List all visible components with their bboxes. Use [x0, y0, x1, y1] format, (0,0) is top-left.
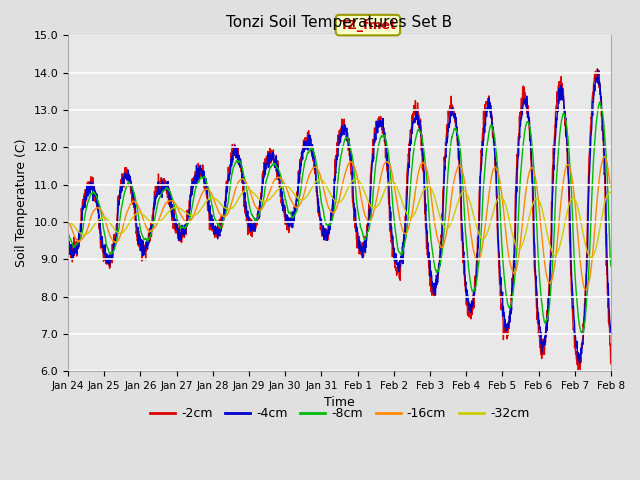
-4cm — [92, 190, 100, 196]
-8cm — [492, 143, 499, 149]
Line: -2cm: -2cm — [68, 69, 611, 372]
-32cm — [64, 219, 72, 225]
Line: -4cm: -4cm — [68, 70, 611, 363]
Line: -16cm: -16cm — [68, 156, 611, 290]
-2cm — [593, 66, 601, 72]
-4cm — [594, 67, 602, 72]
-4cm — [575, 360, 583, 366]
-8cm — [328, 218, 336, 224]
-8cm — [64, 231, 72, 237]
-2cm — [591, 74, 599, 80]
-8cm — [578, 331, 586, 337]
-16cm — [92, 206, 100, 212]
Title: Tonzi Soil Temperatures Set B: Tonzi Soil Temperatures Set B — [227, 15, 452, 30]
-32cm — [592, 246, 600, 252]
-2cm — [64, 246, 72, 252]
Legend: -2cm, -4cm, -8cm, -16cm, -32cm: -2cm, -4cm, -8cm, -16cm, -32cm — [145, 402, 534, 425]
-2cm — [492, 169, 499, 175]
X-axis label: Time: Time — [324, 396, 355, 409]
-16cm — [492, 165, 499, 170]
-16cm — [607, 184, 615, 190]
-16cm — [64, 219, 72, 225]
-4cm — [314, 192, 321, 198]
-4cm — [64, 244, 72, 250]
-4cm — [591, 81, 599, 86]
-4cm — [607, 331, 615, 337]
-2cm — [92, 194, 100, 200]
-8cm — [591, 130, 599, 135]
-2cm — [575, 369, 582, 374]
-2cm — [591, 69, 599, 74]
-32cm — [352, 176, 360, 182]
-16cm — [591, 221, 599, 227]
Line: -8cm: -8cm — [68, 102, 611, 334]
-8cm — [92, 192, 100, 198]
-4cm — [492, 162, 499, 168]
Line: -32cm: -32cm — [68, 179, 611, 257]
-16cm — [582, 287, 589, 293]
-2cm — [328, 209, 336, 215]
-16cm — [314, 166, 321, 172]
-32cm — [607, 189, 615, 195]
-8cm — [591, 133, 599, 139]
-32cm — [492, 200, 500, 206]
-32cm — [588, 254, 595, 260]
-2cm — [314, 204, 321, 210]
-32cm — [328, 194, 336, 200]
-4cm — [328, 208, 336, 214]
Text: TZ_fmet: TZ_fmet — [339, 19, 396, 32]
-8cm — [596, 99, 604, 105]
-16cm — [600, 154, 608, 159]
-32cm — [314, 178, 321, 183]
-2cm — [607, 342, 615, 348]
-8cm — [314, 168, 321, 174]
-16cm — [328, 209, 336, 215]
-32cm — [92, 220, 100, 226]
-32cm — [591, 247, 599, 253]
Y-axis label: Soil Temperature (C): Soil Temperature (C) — [15, 139, 28, 267]
-8cm — [607, 263, 615, 269]
-16cm — [591, 217, 599, 223]
-4cm — [591, 80, 599, 85]
